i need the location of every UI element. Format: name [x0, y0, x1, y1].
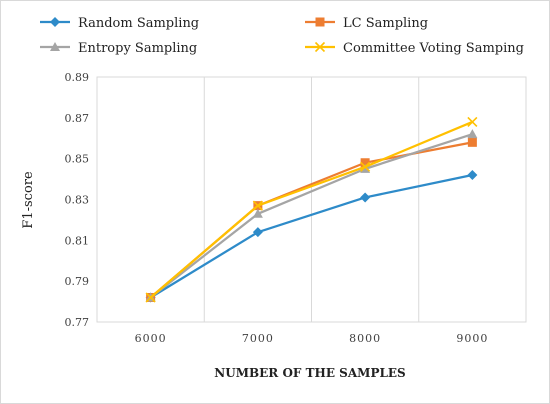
y-axis-title: F1-score — [21, 171, 36, 229]
legend-item: Entropy Sampling — [40, 41, 197, 56]
x-axis-title: NUMBER OF THE SAMPLES — [214, 366, 405, 380]
series-line — [150, 173, 473, 299]
legend-label: Committee Voting Samping — [343, 41, 524, 56]
legend: Random Sampling LC Sampling Entropy Sampli… — [40, 16, 524, 56]
legend-label: LC Sampling — [343, 16, 428, 31]
legend-swatch-marker — [50, 17, 60, 27]
x-marker-stroke — [467, 116, 478, 127]
x-marker-stroke — [360, 161, 371, 172]
legend-swatch-marker — [314, 41, 326, 53]
data-point — [467, 137, 477, 147]
legend-swatch-marker — [50, 42, 60, 51]
legend-item: LC Sampling — [305, 16, 428, 31]
data-point — [252, 227, 263, 238]
x-tick-labels: 6000 7000 8000 9000 — [135, 332, 488, 345]
plot-area-frame — [96, 76, 527, 323]
x-marker-stroke — [252, 200, 263, 211]
y-tick-label: 0.79 — [65, 275, 90, 288]
data-point — [360, 192, 371, 203]
x-tick-label: 8000 — [349, 332, 381, 345]
data-point — [360, 161, 371, 172]
x-tick-label: 7000 — [242, 332, 274, 345]
data-point — [467, 129, 478, 139]
y-tick-label: 0.89 — [65, 71, 90, 84]
legend-swatch-marker — [315, 17, 325, 27]
series-group — [145, 116, 478, 303]
y-tick-labels: 0.77 0.79 0.81 0.83 0.85 0.87 0.89 — [65, 71, 90, 329]
x-marker-stroke — [145, 292, 156, 303]
gridlines — [203, 77, 420, 322]
y-tick-label: 0.83 — [65, 194, 90, 207]
series-line — [149, 133, 473, 299]
data-point — [252, 208, 263, 218]
data-point — [467, 170, 478, 180]
data-point — [467, 116, 478, 127]
x-marker-stroke — [314, 41, 326, 53]
y-tick-label: 0.85 — [65, 153, 90, 166]
series-4 — [145, 116, 478, 303]
y-tick-label: 0.87 — [65, 112, 90, 125]
data-point — [145, 292, 156, 303]
data-point — [360, 158, 370, 168]
legend-label: Random Sampling — [78, 16, 199, 31]
data-point — [360, 163, 371, 173]
series-line — [149, 120, 473, 299]
x-tick-label: 6000 — [135, 332, 167, 345]
y-tick-label: 0.77 — [65, 316, 90, 329]
legend-label: Entropy Sampling — [78, 41, 197, 56]
axes — [96, 76, 527, 323]
legend-item: Committee Voting Samping — [305, 41, 524, 56]
legend-item: Random Sampling — [40, 16, 199, 31]
data-point — [252, 200, 263, 211]
x-tick-label: 9000 — [456, 332, 488, 345]
y-tick-label: 0.81 — [65, 234, 90, 247]
